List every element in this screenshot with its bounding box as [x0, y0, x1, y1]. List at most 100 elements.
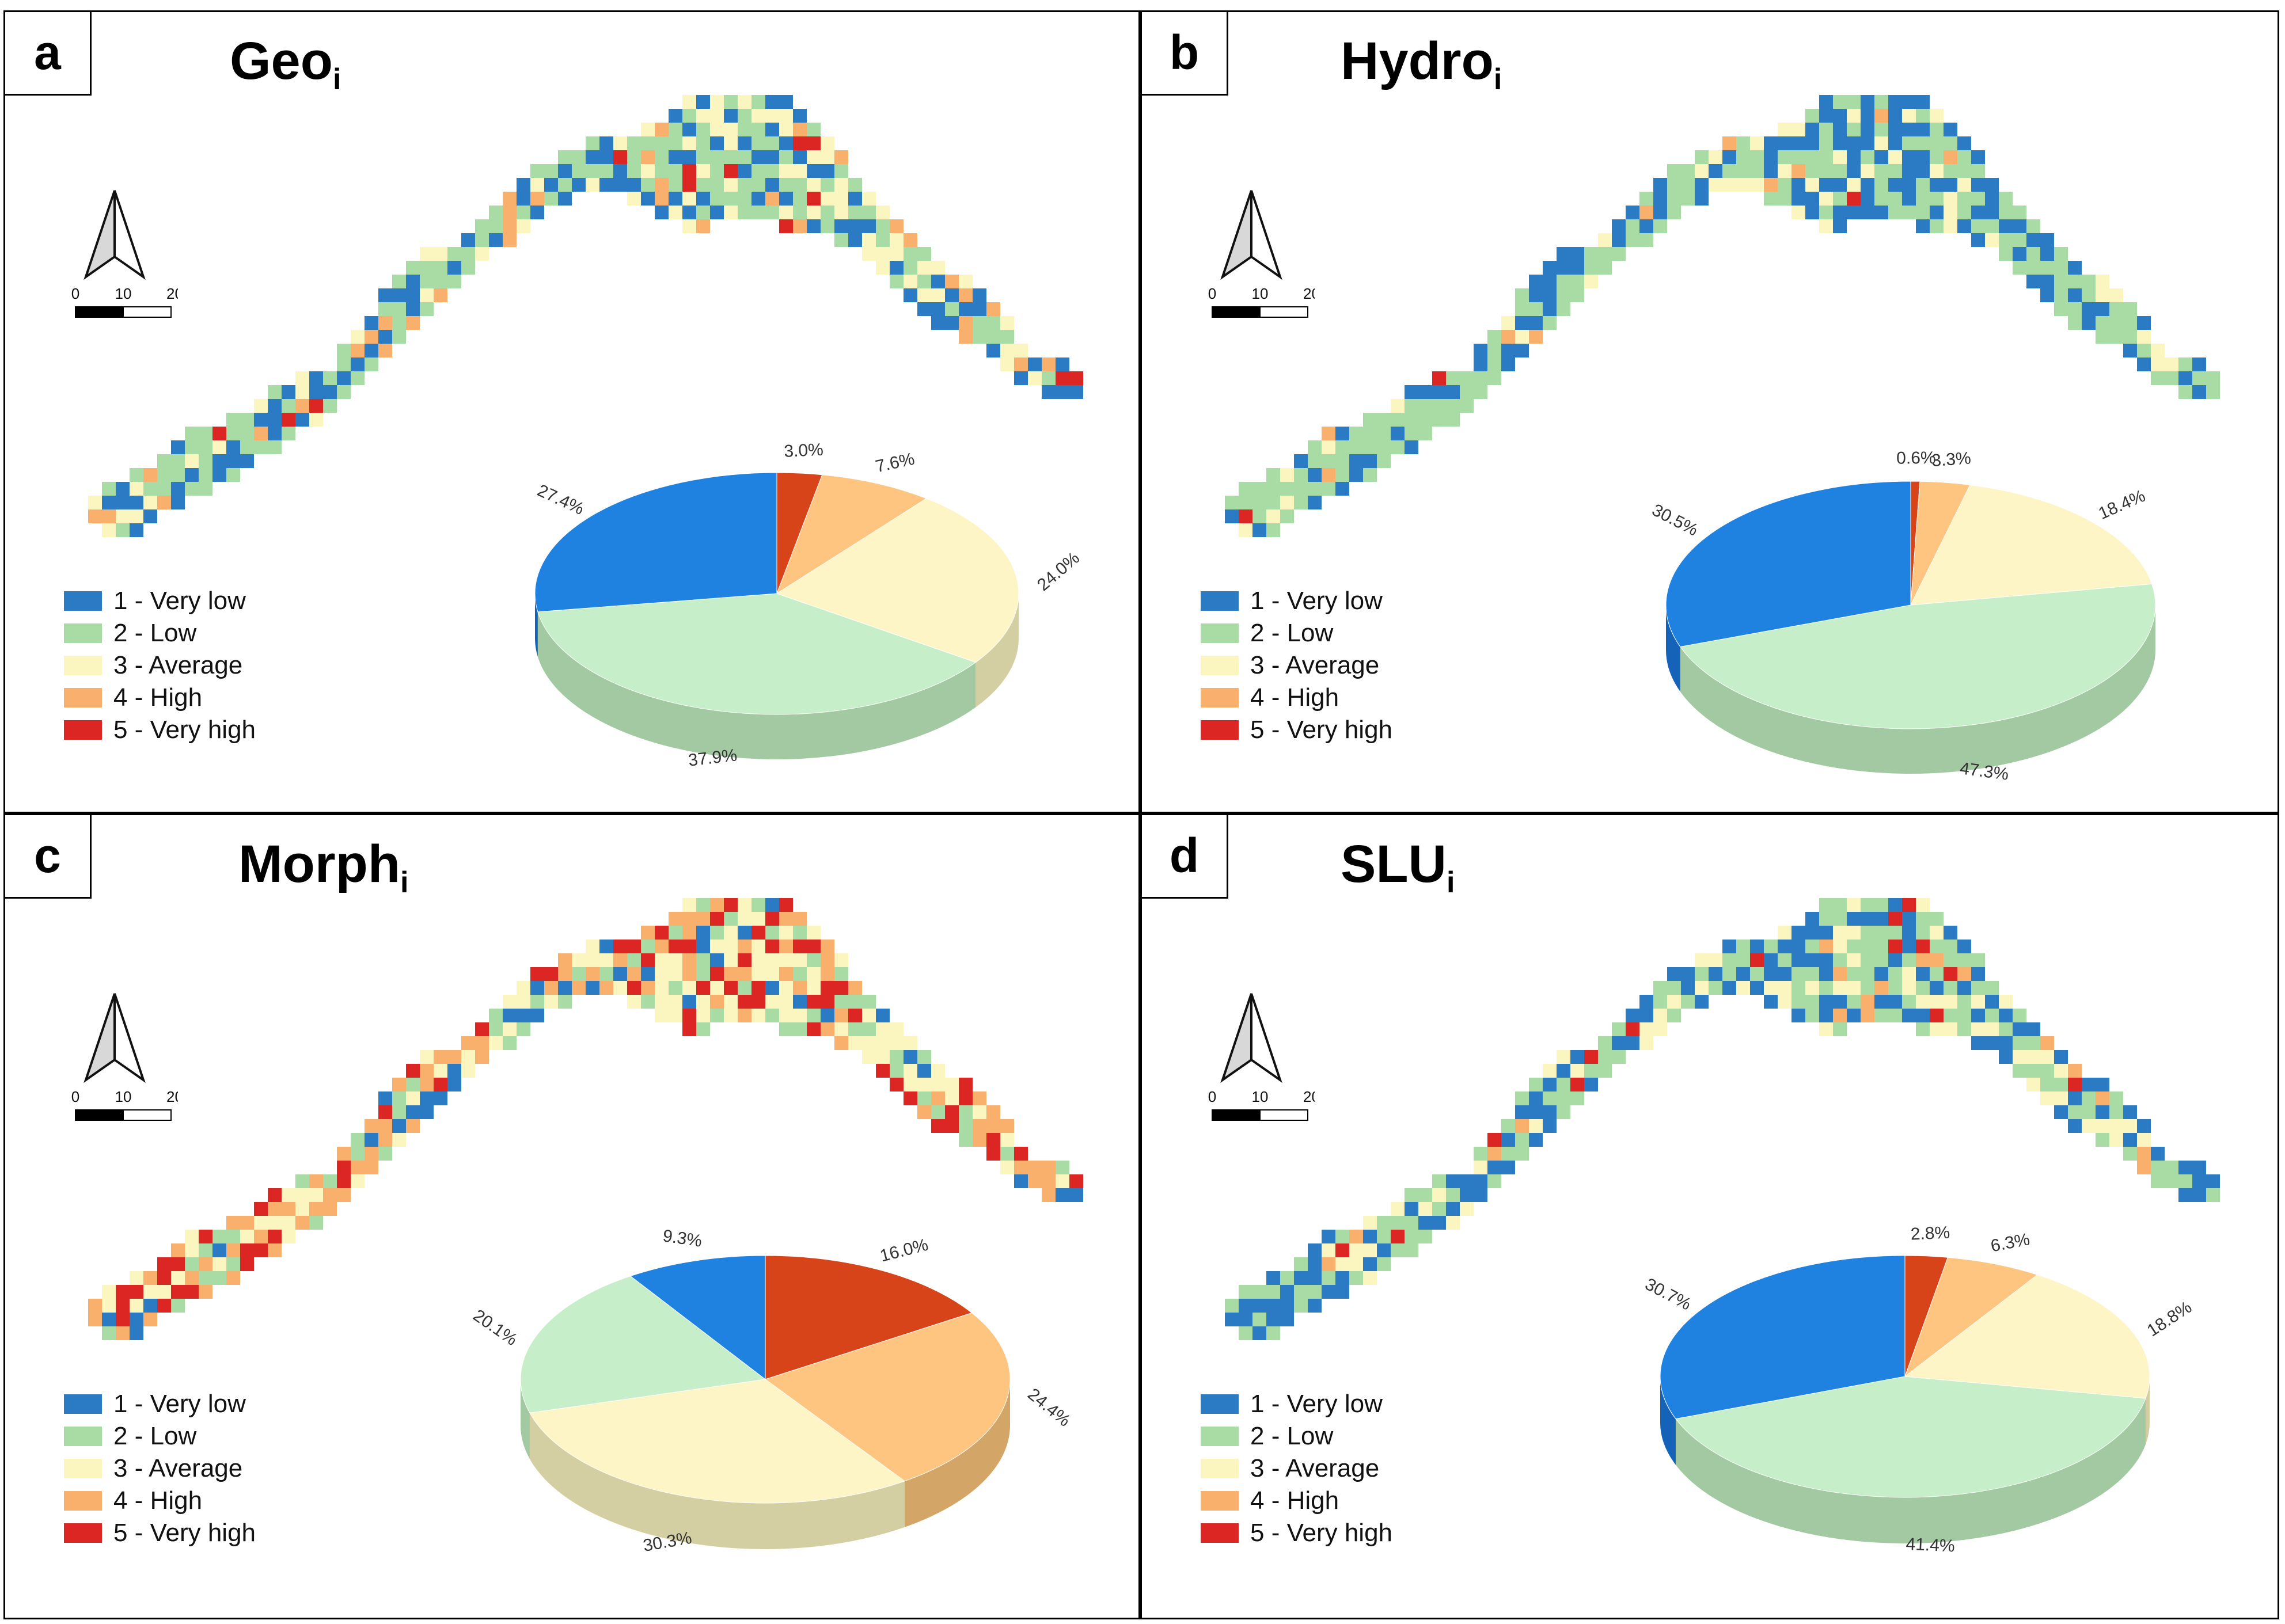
legend-label: 3 - Average [1250, 651, 1380, 679]
pie-slice-4 [764, 1313, 1011, 1482]
legend-item: 1 - Very low [1201, 585, 1392, 617]
legend-label: 4 - High [113, 1486, 203, 1515]
pie-side-wall [521, 1379, 530, 1459]
legend-label: 1 - Very low [113, 1390, 246, 1418]
panel-title: Geoi [230, 29, 341, 111]
legend-swatch [64, 623, 102, 643]
landslide-susceptibility-map [88, 898, 1083, 1340]
legend-item: 3 - Average [1201, 1452, 1392, 1485]
pie-side-wall [535, 594, 538, 657]
pie-label-3: 24.0% [1034, 549, 1083, 595]
legend-item: 5 - Very high [1201, 1517, 1392, 1549]
legend-item: 4 - High [64, 1485, 256, 1517]
legend-label: 4 - High [113, 683, 203, 712]
legend-item: 1 - Very low [64, 585, 256, 617]
pie-label-5: 2.8% [1910, 1223, 1950, 1244]
legend-swatch [64, 1459, 102, 1478]
legend-item: 5 - Very high [1201, 714, 1392, 746]
panel-letter: a [5, 12, 92, 96]
legend-item: 3 - Average [64, 1452, 256, 1485]
legend-item: 4 - High [1201, 1485, 1392, 1517]
pie-slice-5 [765, 1255, 973, 1380]
legend-label: 1 - Very low [113, 587, 246, 615]
north-arrow-icon: 0 10 20 km [71, 993, 178, 1121]
pie-slice-2 [1675, 1376, 2146, 1498]
pie-label-3: 18.8% [2144, 1298, 2195, 1340]
pie-side-wall [1680, 605, 2155, 774]
legend-swatch [64, 1491, 102, 1511]
pie-side-wall [537, 611, 976, 759]
legend-item: 2 - Low [1201, 1420, 1392, 1452]
pie-label-2: 41.4% [1906, 1535, 1955, 1556]
pie-label-1: 9.3% [662, 1226, 703, 1251]
legend-item: 5 - Very high [64, 1517, 256, 1549]
panel-letter: c [5, 815, 92, 899]
landslide-susceptibility-map [1225, 898, 2220, 1340]
scale-tick-label: 0 [1208, 285, 1216, 302]
pie-slice-4 [776, 474, 927, 595]
pie-label-1: 30.5% [1649, 500, 1701, 539]
legend-label: 5 - Very high [1250, 1519, 1393, 1547]
legend-label: 2 - Low [113, 1422, 197, 1450]
pie-slice-1 [534, 472, 777, 613]
legend-swatch [1201, 591, 1239, 611]
legend-swatch [1201, 656, 1239, 675]
scale-tick-label: 20 km [166, 1088, 178, 1105]
north-arrow-icon: 0 10 20 km [71, 190, 178, 318]
legend-item: 2 - Low [1201, 617, 1392, 649]
panel-a: a Geoi 0 10 20 km 1 - Very low 2 - Low 3 - Aver… [3, 10, 1140, 813]
pie-side-wall [976, 594, 1019, 708]
scale-tick-label: 20 km [166, 285, 178, 302]
pie-label-5: 0.6% [1896, 448, 1936, 468]
panel-title-subscript: i [400, 866, 409, 899]
pie-side-wall [2145, 1376, 2150, 1445]
legend-swatch [1201, 1394, 1239, 1414]
legend-label: 5 - Very high [113, 1519, 256, 1547]
scale-tick-label: 10 [1252, 1088, 1269, 1105]
landslide-susceptibility-map [88, 95, 1083, 537]
panel-title: Morphi [238, 832, 408, 914]
legend-label: 3 - Average [113, 1454, 243, 1482]
pie-side-wall [904, 1379, 1010, 1527]
pie-slice-2 [520, 1276, 766, 1413]
landslide-susceptibility-map [1225, 95, 2220, 537]
pie-slice-3 [1904, 1274, 2150, 1399]
legend-item: 4 - High [64, 682, 256, 714]
legend-swatch [1201, 720, 1239, 740]
scalebar-white [1259, 306, 1308, 318]
legend: 1 - Very low 2 - Low 3 - Average 4 - High 5 … [1201, 585, 1392, 746]
legend-swatch [1201, 688, 1239, 708]
legend-label: 2 - Low [113, 619, 197, 647]
panel-b: b Hydroi 0 10 20 km 1 - Very low 2 - Low 3 - Av… [1140, 10, 2279, 813]
panel-c: c Morphi 0 10 20 km 1 - Very low 2 - Low 3 - Av… [3, 813, 1140, 1619]
map-raster [1225, 95, 2220, 537]
legend-item: 1 - Very low [1201, 1388, 1392, 1420]
pie-slice-2 [537, 593, 977, 715]
pie-label-4: 6.3% [1989, 1230, 2031, 1256]
map-raster [88, 95, 1083, 537]
pie-chart: 2.8% 6.3% 18.8% 41.4% 30.7% [1642, 1223, 2195, 1556]
legend-item: 2 - Low [64, 617, 256, 649]
legend-label: 5 - Very high [1250, 716, 1393, 744]
pie-side-wall [1675, 1398, 2146, 1543]
legend-item: 2 - Low [64, 1420, 256, 1452]
scalebar-white [1259, 1109, 1308, 1121]
pie-chart: 16.0%24.4%30.3%20.1%9.3% [470, 1226, 1074, 1555]
legend-swatch [64, 688, 102, 708]
scale-tick-label: 20 km [1303, 1088, 1315, 1105]
pie-slice-3 [529, 1379, 906, 1504]
north-arrow-icon: 0 10 20 km [1208, 190, 1315, 318]
pie-slice-2 [1679, 583, 2156, 729]
pie-label-4: 24.4% [1024, 1385, 1074, 1430]
map-raster [88, 898, 1083, 1340]
panel-title-main: SLU [1341, 835, 1447, 893]
pie-label-4: 3.3% [1931, 448, 1972, 470]
panel-letter: b [1142, 12, 1228, 96]
pie-label-1: 27.4% [534, 481, 587, 519]
legend: 1 - Very low 2 - Low 3 - Average 4 - High 5 … [64, 1388, 256, 1549]
legend-label: 4 - High [1250, 683, 1339, 712]
scalebar-white [123, 1109, 172, 1121]
panel-title-main: Geo [230, 32, 333, 90]
panel-title-main: Morph [238, 835, 401, 893]
pie-slice-3 [1910, 484, 2153, 606]
